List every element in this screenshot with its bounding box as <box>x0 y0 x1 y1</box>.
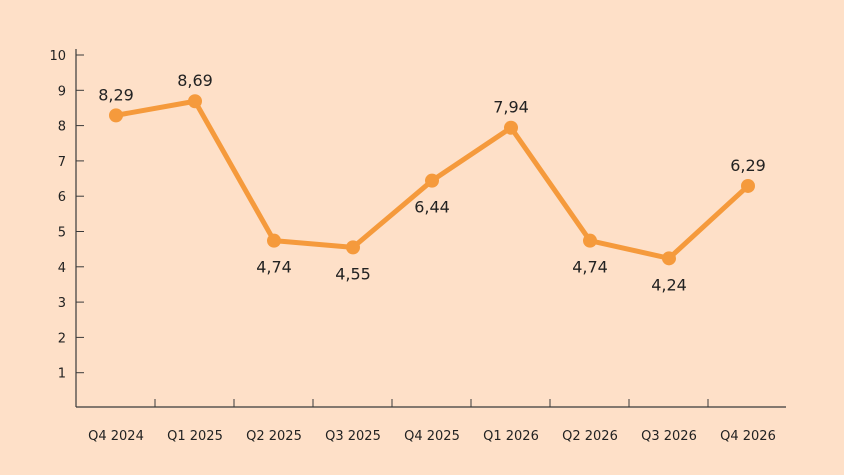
y-tick-label: 7 <box>58 155 66 170</box>
y-tick-label: 5 <box>58 226 66 241</box>
y-tick-label: 10 <box>49 49 66 64</box>
data-point <box>109 108 123 123</box>
data-point <box>267 233 281 248</box>
data-point <box>662 251 676 266</box>
data-point <box>583 233 597 248</box>
y-tick-label: 4 <box>58 261 66 276</box>
y-tick-label: 1 <box>58 367 66 382</box>
data-point <box>425 173 439 188</box>
axes <box>75 49 786 408</box>
x-tick-label: Q3 2025 <box>325 429 381 444</box>
y-tick-label: 3 <box>58 296 66 311</box>
x-ticks: Q4 2024 Q1 2025 Q2 2025 Q3 2025 Q4 2025 Q1 20… <box>88 399 776 444</box>
data-label: 6,29 <box>730 156 766 175</box>
data-label: 4,74 <box>572 258 608 277</box>
data-label: 8,69 <box>177 71 213 90</box>
x-tick-label: Q2 2026 <box>562 429 618 444</box>
x-tick-label: Q1 2026 <box>483 429 539 444</box>
x-tick-label: Q4 2024 <box>88 429 144 444</box>
data-point <box>346 240 360 255</box>
data-point <box>741 178 755 193</box>
series-group: 8,29 8,69 4,74 4,55 6,44 7,94 4,74 4,24 6,29 <box>98 71 766 294</box>
data-point <box>188 94 202 109</box>
data-label: 4,55 <box>335 264 371 283</box>
data-label: 7,94 <box>493 98 529 117</box>
data-label: 4,24 <box>651 275 687 294</box>
x-tick-label: Q3 2026 <box>641 429 697 444</box>
data-label: 6,44 <box>414 198 450 217</box>
x-tick-label: Q2 2025 <box>246 429 302 444</box>
y-tick-label: 2 <box>58 331 66 346</box>
data-label: 8,29 <box>98 85 134 104</box>
y-ticks: 1 2 3 4 5 6 7 8 9 10 <box>49 49 84 382</box>
x-tick-label: Q1 2025 <box>167 429 223 444</box>
y-tick-label: 8 <box>58 120 66 135</box>
data-label: 4,74 <box>256 258 292 277</box>
data-point <box>504 120 518 135</box>
y-tick-label: 9 <box>58 84 66 99</box>
x-tick-label: Q4 2026 <box>720 429 776 444</box>
x-tick-label: Q4 2025 <box>404 429 460 444</box>
y-tick-label: 6 <box>58 190 66 205</box>
